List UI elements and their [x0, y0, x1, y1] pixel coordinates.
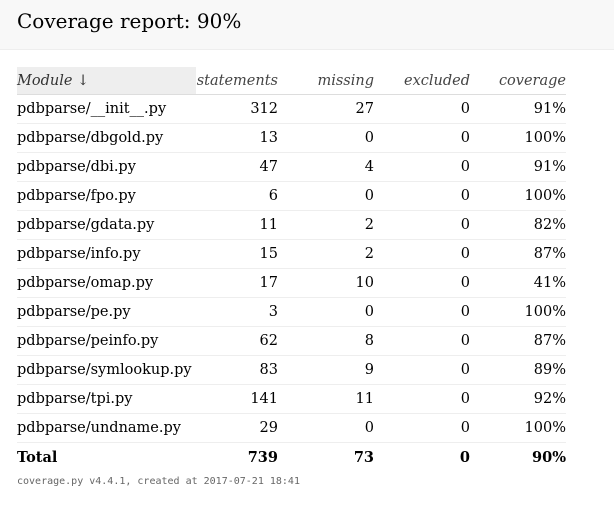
module-link[interactable]: pdbparse/gdata.py — [17, 210, 196, 240]
report-content: Module ↓ statements missing excluded cov… — [17, 67, 566, 471]
footer-credit: coverage.py v4.4.1, created at 2017-07-2… — [17, 476, 300, 487]
statements-cell: 6 — [196, 181, 278, 211]
coverage-cell: 82% — [470, 210, 566, 240]
column-header-coverage[interactable]: coverage — [470, 67, 566, 95]
module-link[interactable]: pdbparse/__init__.py — [17, 94, 196, 124]
module-link[interactable]: pdbparse/fpo.py — [17, 181, 196, 211]
coverage-cell: 100% — [470, 297, 566, 327]
total-missing: 73 — [353, 448, 374, 466]
total-excluded: 0 — [459, 448, 470, 466]
excluded-cell: 0 — [374, 297, 470, 327]
table-row: pdbparse/omap.py 17 10 0 41% — [17, 268, 566, 298]
coverage-cell: 91% — [470, 152, 566, 182]
table-row: pdbparse/symlookup.py 83 9 0 89% — [17, 355, 566, 385]
statements-cell: 11 — [196, 210, 278, 240]
statements-cell: 62 — [196, 326, 278, 356]
table-row: pdbparse/dbgold.py 13 0 0 100% — [17, 123, 566, 153]
coverage-cell: 87% — [470, 326, 566, 356]
table-header-row: Module ↓ statements missing excluded cov… — [17, 67, 566, 95]
statements-cell: 47 — [196, 152, 278, 182]
module-link[interactable]: pdbparse/symlookup.py — [17, 355, 196, 385]
excluded-cell: 0 — [374, 239, 470, 269]
statements-cell: 29 — [196, 413, 278, 443]
table-row: pdbparse/undname.py 29 0 0 100% — [17, 413, 566, 443]
table-row: pdbparse/dbi.py 47 4 0 91% — [17, 152, 566, 182]
statements-cell: 13 — [196, 123, 278, 153]
total-statements: 739 — [247, 448, 278, 466]
statements-cell: 312 — [196, 94, 278, 124]
excluded-cell: 0 — [374, 181, 470, 211]
missing-cell: 10 — [278, 268, 374, 298]
coverage-cell: 87% — [470, 239, 566, 269]
excluded-cell: 0 — [374, 123, 470, 153]
table-row: pdbparse/gdata.py 11 2 0 82% — [17, 210, 566, 240]
missing-cell: 0 — [278, 181, 374, 211]
total-row: Total 739 73 0 90% — [17, 443, 566, 472]
module-link[interactable]: pdbparse/omap.py — [17, 268, 196, 298]
missing-cell: 4 — [278, 152, 374, 182]
table-row: pdbparse/fpo.py 6 0 0 100% — [17, 181, 566, 211]
excluded-cell: 0 — [374, 152, 470, 182]
module-link[interactable]: pdbparse/dbgold.py — [17, 123, 196, 153]
table-row: pdbparse/pe.py 3 0 0 100% — [17, 297, 566, 327]
coverage-cell: 100% — [470, 413, 566, 443]
excluded-cell: 0 — [374, 355, 470, 385]
statements-cell: 141 — [196, 384, 278, 414]
module-link[interactable]: pdbparse/info.py — [17, 239, 196, 269]
excluded-cell: 0 — [374, 413, 470, 443]
excluded-cell: 0 — [374, 384, 470, 414]
missing-cell: 11 — [278, 384, 374, 414]
table-row: pdbparse/__init__.py 312 27 0 91% — [17, 94, 566, 124]
missing-cell: 2 — [278, 239, 374, 269]
coverage-cell: 89% — [470, 355, 566, 385]
missing-cell: 0 — [278, 413, 374, 443]
excluded-cell: 0 — [374, 268, 470, 298]
total-label: Total — [17, 448, 58, 466]
excluded-cell: 0 — [374, 326, 470, 356]
coverage-cell: 100% — [470, 181, 566, 211]
missing-cell: 8 — [278, 326, 374, 356]
column-header-module[interactable]: Module ↓ — [17, 67, 196, 95]
statements-cell: 17 — [196, 268, 278, 298]
module-link[interactable]: pdbparse/tpi.py — [17, 384, 196, 414]
coverage-table: Module ↓ statements missing excluded cov… — [17, 67, 566, 471]
module-link[interactable]: pdbparse/dbi.py — [17, 152, 196, 182]
module-link[interactable]: pdbparse/pe.py — [17, 297, 196, 327]
column-header-statements[interactable]: statements — [196, 67, 278, 95]
column-header-missing[interactable]: missing — [278, 67, 374, 95]
statements-cell: 83 — [196, 355, 278, 385]
module-link[interactable]: pdbparse/peinfo.py — [17, 326, 196, 356]
missing-cell: 27 — [278, 94, 374, 124]
statements-cell: 3 — [196, 297, 278, 327]
total-coverage: 90% — [532, 448, 566, 466]
table-row: pdbparse/peinfo.py 62 8 0 87% — [17, 326, 566, 356]
missing-cell: 0 — [278, 123, 374, 153]
missing-cell: 0 — [278, 297, 374, 327]
table-row: pdbparse/info.py 15 2 0 87% — [17, 239, 566, 269]
module-link[interactable]: pdbparse/undname.py — [17, 413, 196, 443]
coverage-cell: 91% — [470, 94, 566, 124]
missing-cell: 9 — [278, 355, 374, 385]
column-header-excluded[interactable]: excluded — [374, 67, 470, 95]
page-title: Coverage report: 90% — [17, 9, 242, 33]
coverage-cell: 41% — [470, 268, 566, 298]
statements-cell: 15 — [196, 239, 278, 269]
report-header: Coverage report: 90% — [0, 0, 614, 50]
coverage-cell: 100% — [470, 123, 566, 153]
missing-cell: 2 — [278, 210, 374, 240]
table-row: pdbparse/tpi.py 141 11 0 92% — [17, 384, 566, 414]
coverage-cell: 92% — [470, 384, 566, 414]
excluded-cell: 0 — [374, 94, 470, 124]
excluded-cell: 0 — [374, 210, 470, 240]
